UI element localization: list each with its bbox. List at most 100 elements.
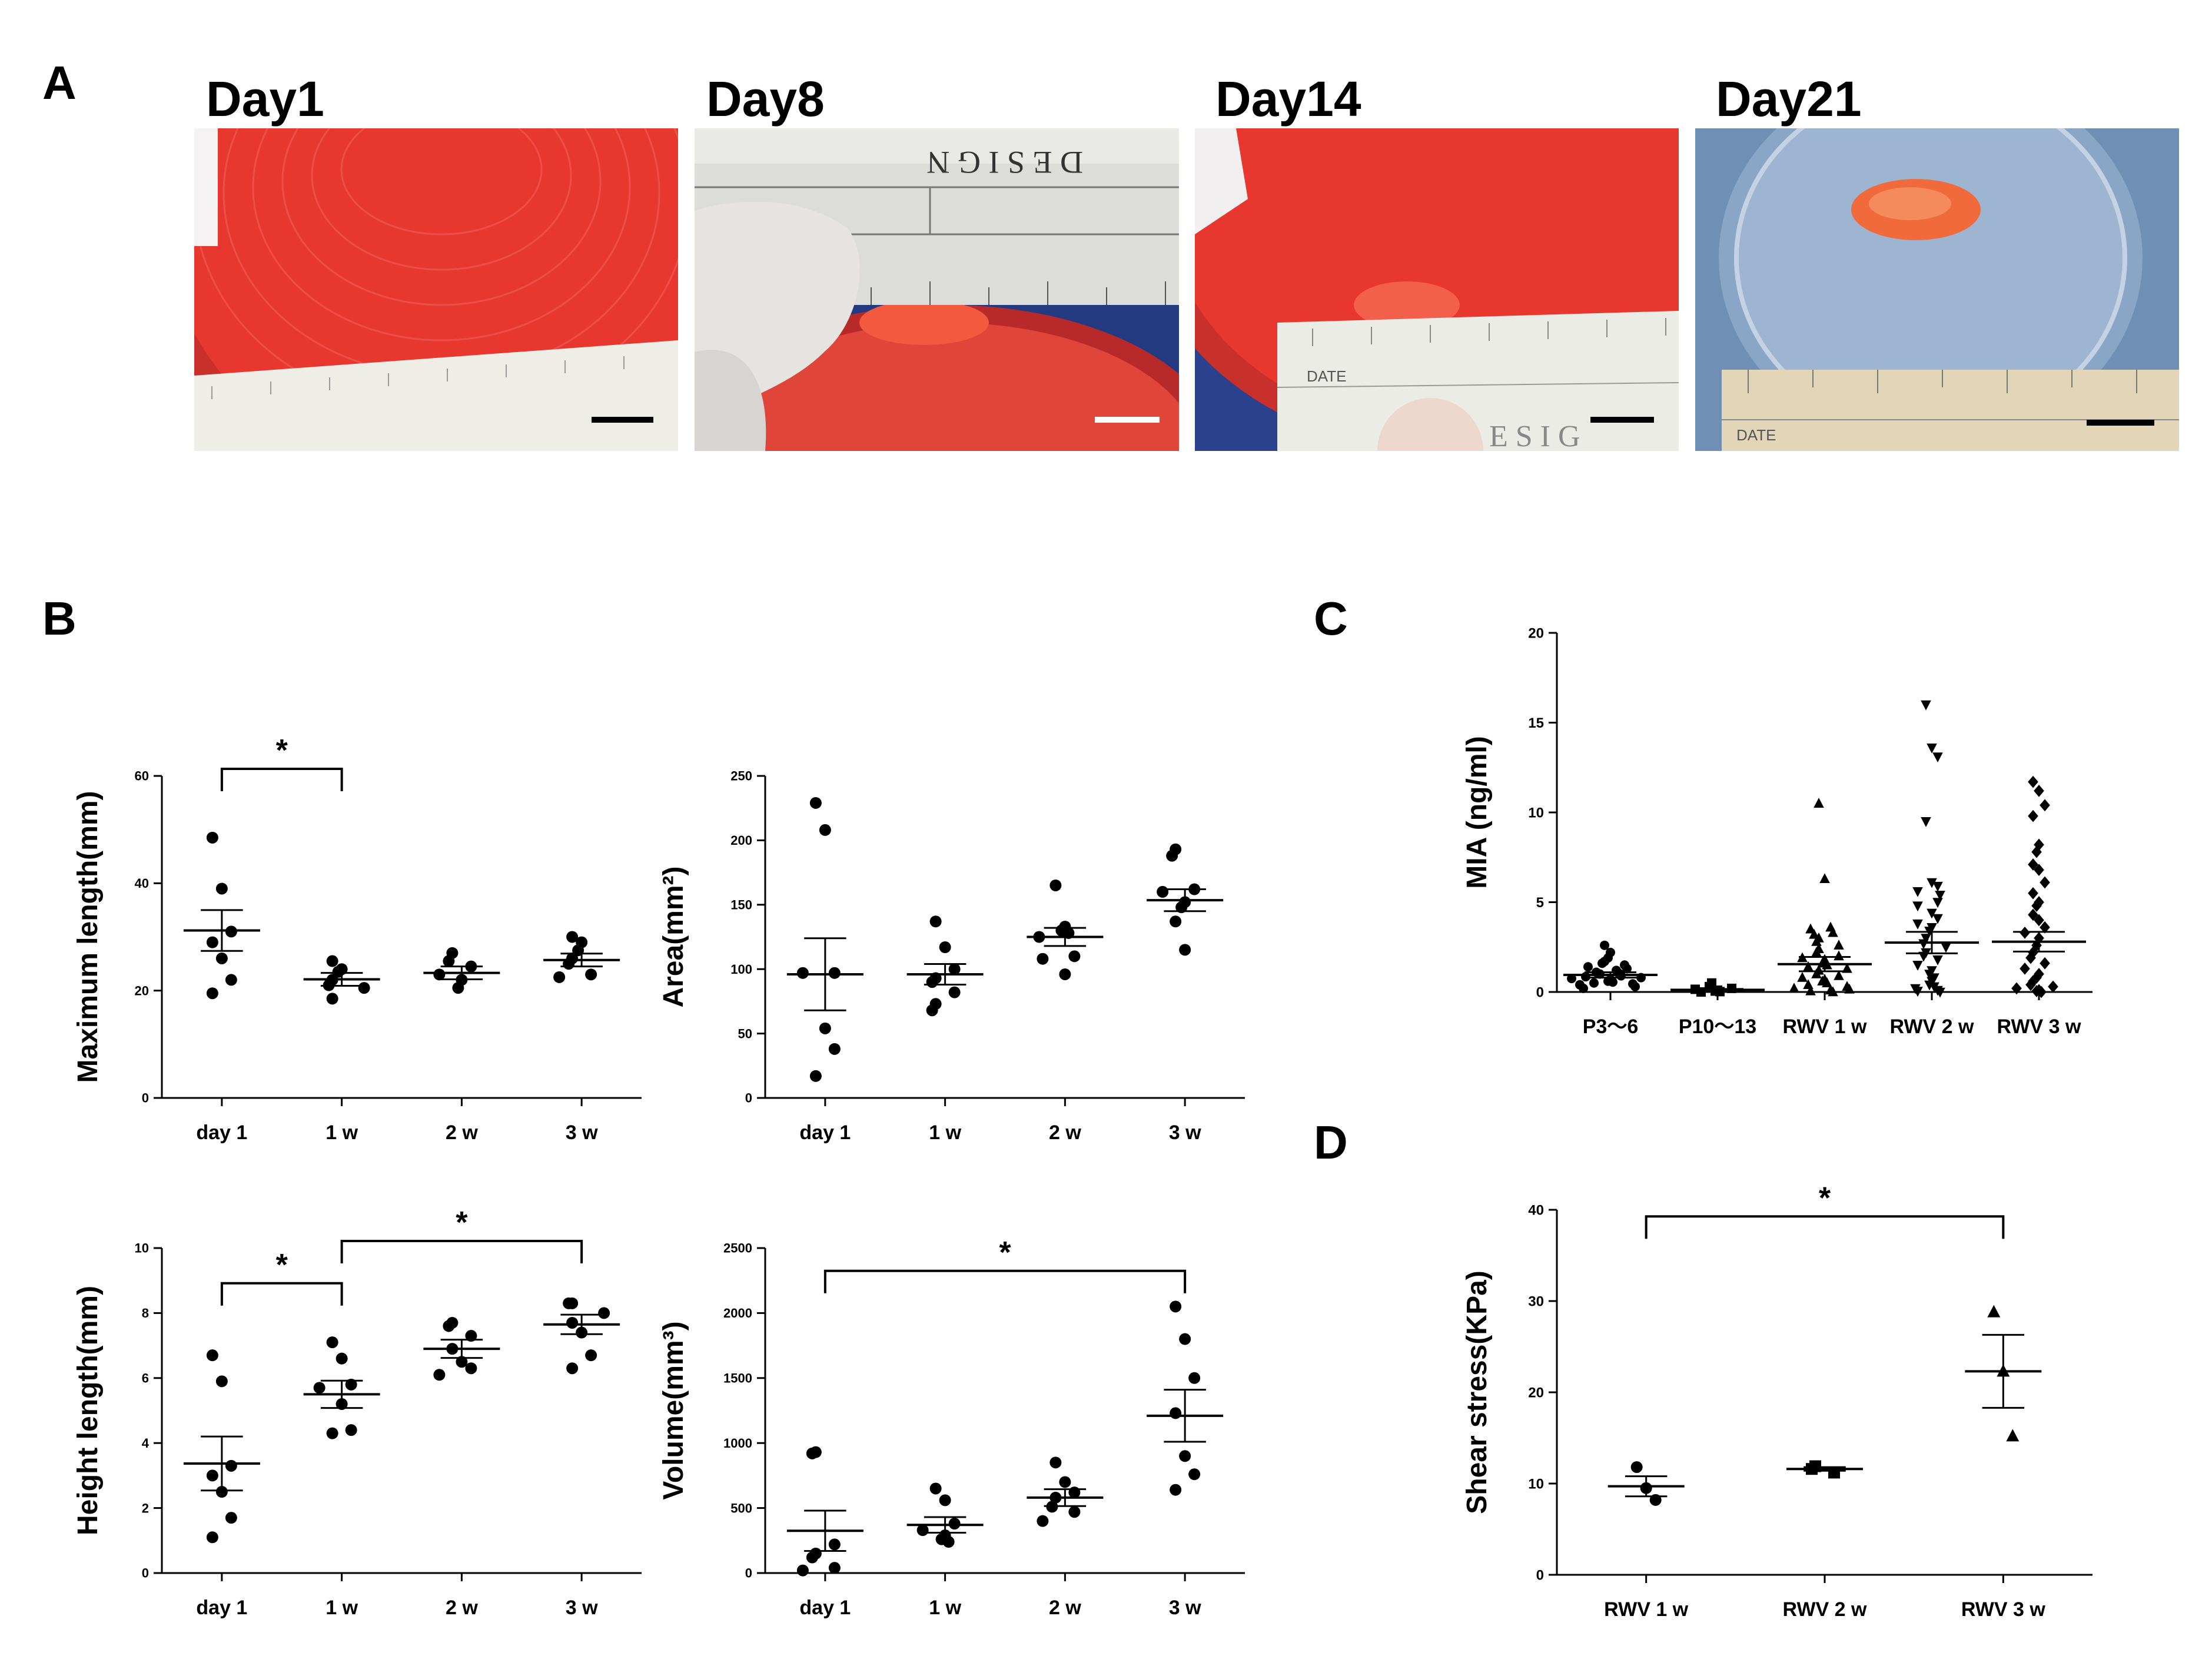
data-point [929, 1482, 942, 1495]
data-point [1608, 977, 1618, 987]
data-point [225, 974, 237, 986]
data-point [2028, 775, 2038, 788]
data-point [1567, 974, 1576, 984]
data-point [2040, 957, 2050, 970]
data-point [1068, 950, 1081, 963]
y-tick-label: 150 [730, 898, 752, 912]
data-point [433, 968, 446, 981]
photo-title-day21: Day21 [1716, 71, 1862, 127]
data-point [1819, 873, 1830, 884]
data-point [809, 797, 822, 809]
data-point [806, 1551, 818, 1564]
data-point [1842, 963, 1852, 973]
x-tick-label: 2 w [446, 1121, 478, 1144]
data-point [206, 936, 218, 948]
ruler-design-text: D E S I G N [927, 145, 1084, 180]
x-tick-label: P3〜6 [1583, 1016, 1639, 1038]
data-point [1814, 798, 1824, 808]
data-point [215, 882, 228, 895]
data-point [828, 1562, 841, 1574]
x-tick-label: 1 w [326, 1597, 358, 1619]
data-point [1828, 927, 1838, 937]
significance-star: * [456, 1206, 468, 1240]
y-axis-label: Maximum length(mm) [72, 791, 104, 1083]
y-tick-label: 20 [1528, 625, 1544, 641]
y-tick-label: 15 [1528, 715, 1544, 731]
data-point [1834, 940, 1844, 950]
data-point [433, 1369, 446, 1381]
x-tick-label: 3 w [566, 1121, 598, 1144]
data-point [225, 1512, 237, 1524]
data-point [939, 1494, 951, 1507]
data-point [1932, 881, 1943, 892]
data-point [443, 955, 455, 967]
data-point [1935, 891, 1945, 901]
data-point [1059, 968, 1071, 980]
significance-star: * [276, 1248, 288, 1282]
data-point [1809, 928, 1819, 939]
y-axis-label: Shear stress(KPa) [1462, 1270, 1493, 1514]
data-point [929, 915, 942, 928]
data-point [2031, 845, 2042, 858]
data-point [1811, 936, 1822, 946]
y-tick-label: 1000 [723, 1436, 752, 1451]
data-point [465, 1362, 477, 1375]
data-point [1179, 1333, 1191, 1345]
y-tick-label: 200 [730, 833, 752, 848]
data-point [1912, 887, 1923, 897]
data-point [1170, 915, 1182, 928]
y-tick-label: 2000 [723, 1306, 752, 1320]
data-point [1049, 1456, 1062, 1469]
ruler-date-text: DATE [1736, 426, 1776, 444]
data-point [1630, 1461, 1643, 1474]
y-tick-label: 0 [142, 1091, 149, 1106]
data-point [1589, 978, 1599, 988]
significance-star: * [276, 734, 288, 768]
data-point [2034, 864, 2044, 876]
data-point [452, 982, 464, 994]
data-point [2031, 900, 2042, 912]
x-tick-label: day 1 [799, 1121, 851, 1144]
data-point [1912, 987, 1923, 997]
data-point [563, 1297, 575, 1309]
data-point [1037, 1515, 1049, 1527]
data-point [796, 1564, 809, 1577]
data-point [585, 968, 597, 981]
data-point [566, 1316, 579, 1329]
x-tick-label: day 1 [799, 1597, 851, 1619]
y-tick-label: 2 [142, 1501, 149, 1515]
data-point [1805, 985, 1816, 996]
data-point [1188, 1468, 1201, 1481]
photo-title-day1: Day1 [206, 71, 324, 127]
data-point [1834, 970, 1844, 980]
data-point [345, 1424, 357, 1436]
data-point [2034, 914, 2044, 927]
y-tick-label: 5 [1536, 895, 1544, 911]
x-tick-label: RWV 3 w [1961, 1598, 2046, 1621]
data-point [1918, 951, 1929, 962]
y-axis-label: Area(mm²) [658, 866, 689, 1007]
y-tick-label: 10 [1528, 1476, 1544, 1492]
data-point [465, 1330, 477, 1342]
y-tick-label: 40 [1528, 1202, 1544, 1218]
data-point [1068, 1506, 1081, 1518]
data-point [1797, 972, 1808, 982]
data-point [926, 1004, 938, 1017]
data-point [2025, 978, 2036, 991]
y-tick-label: 50 [738, 1026, 752, 1041]
y-tick-label: 10 [135, 1241, 149, 1256]
data-point [1927, 878, 1937, 888]
data-point [326, 1336, 338, 1349]
data-point [1912, 961, 1923, 971]
data-point [1921, 817, 1931, 827]
significance-bracket [823, 1269, 1187, 1293]
data-point [948, 986, 961, 998]
data-point [2040, 799, 2050, 812]
significance-bracket [1645, 1215, 2005, 1239]
data-point [2025, 951, 2036, 964]
x-tick-label: 2 w [1049, 1597, 1081, 1619]
